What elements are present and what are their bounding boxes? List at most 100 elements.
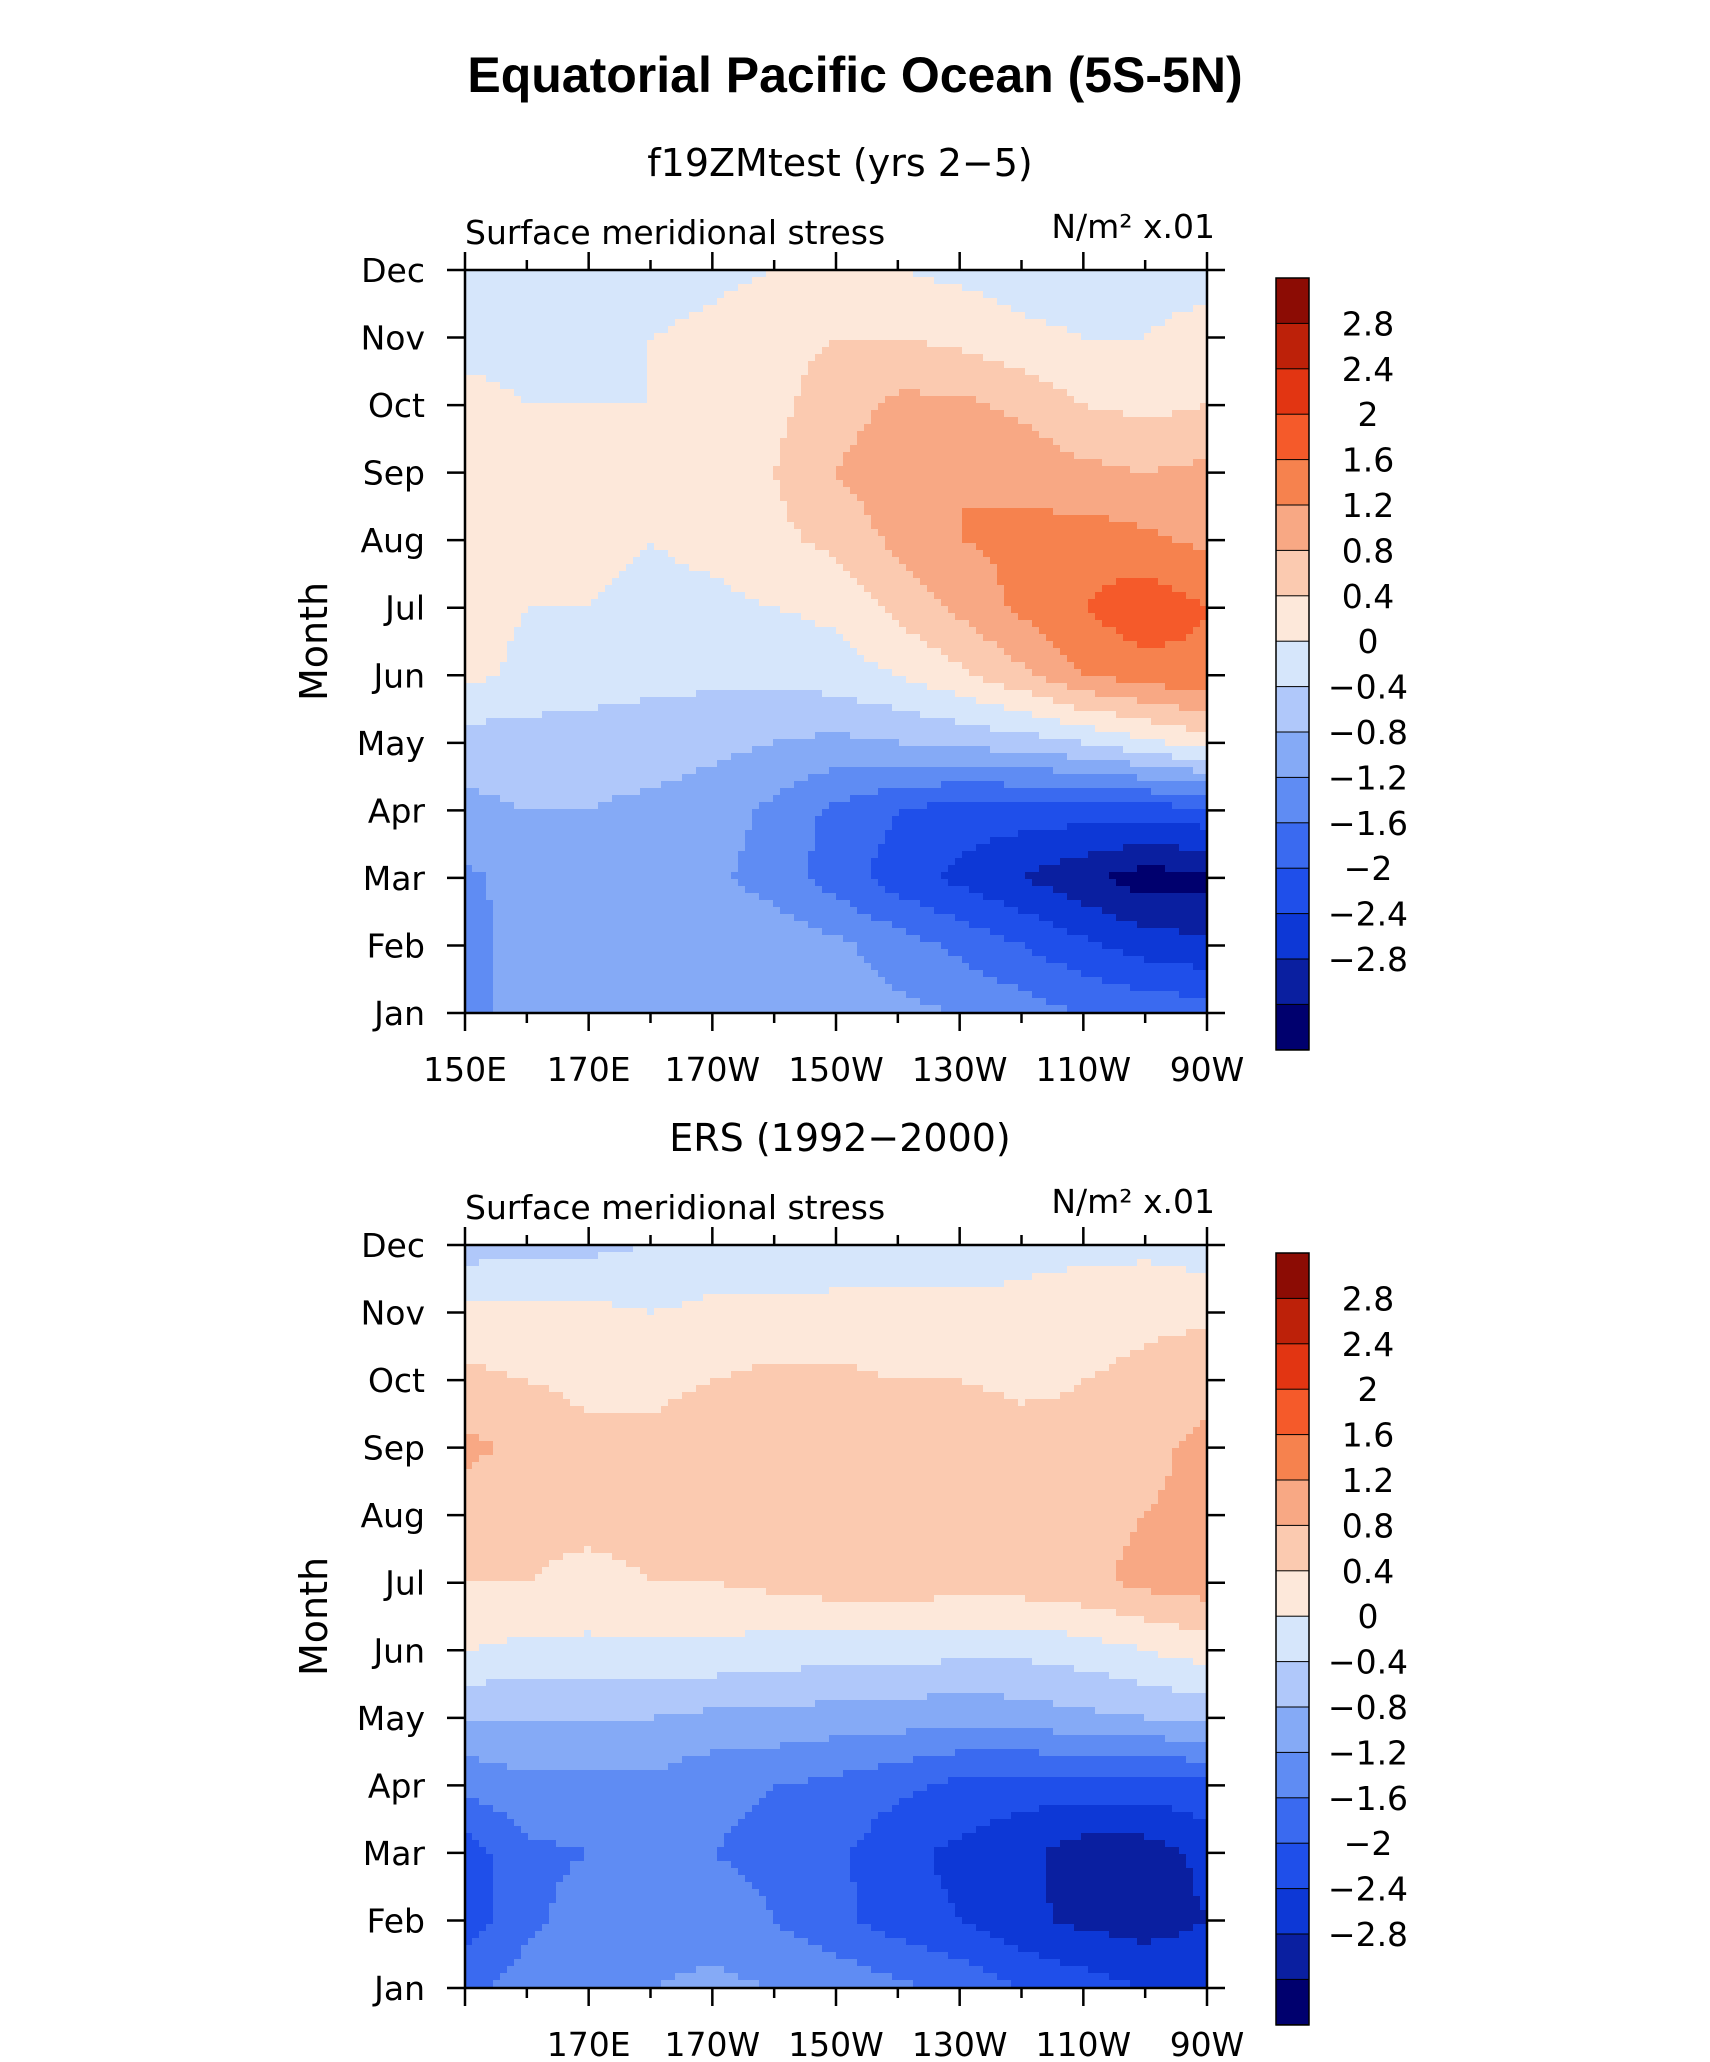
- contour-cell: [864, 592, 872, 600]
- contour-cell: [507, 326, 515, 334]
- contour-cell: [899, 298, 907, 306]
- contour-cell: [493, 368, 501, 376]
- contour-cell: [857, 375, 865, 383]
- contour-cell: [682, 270, 690, 278]
- contour-cell: [556, 396, 564, 404]
- contour-cell: [1032, 592, 1040, 600]
- contour-cell: [1046, 354, 1054, 362]
- contour-cell: [1046, 459, 1054, 467]
- contour-cell: [696, 452, 704, 460]
- contour-cell: [1081, 473, 1089, 481]
- contour-cell: [1081, 396, 1089, 404]
- contour-cell: [1004, 550, 1012, 558]
- contour-cell: [871, 459, 879, 467]
- contour-cell: [514, 494, 522, 502]
- contour-cell: [773, 494, 781, 502]
- contour-cell: [1011, 375, 1019, 383]
- contour-cell: [1032, 522, 1040, 530]
- contour-cell: [479, 536, 487, 544]
- contour-cell: [1004, 291, 1012, 299]
- contour-cell: [570, 487, 578, 495]
- contour-cell: [612, 312, 620, 320]
- contour-cell: [647, 522, 655, 530]
- contour-cell: [927, 431, 935, 439]
- contour-cell: [584, 592, 592, 600]
- contour-cell: [745, 529, 753, 537]
- contour-cell: [1158, 550, 1166, 558]
- contour-cell: [773, 270, 781, 278]
- contour-cell: [689, 333, 697, 341]
- contour-cell: [703, 543, 711, 551]
- contour-cell: [1032, 585, 1040, 593]
- contour-cell: [1151, 452, 1159, 460]
- contour-cell: [1200, 578, 1208, 586]
- contour-cell: [801, 410, 809, 418]
- contour-cell: [598, 578, 606, 586]
- contour-cell: [1067, 452, 1075, 460]
- contour-cell: [479, 340, 487, 348]
- contour-cell: [633, 340, 641, 348]
- contour-cell: [1060, 592, 1068, 600]
- contour-cell: [528, 340, 536, 348]
- contour-cell: [878, 375, 886, 383]
- contour-cell: [584, 459, 592, 467]
- contour-cell: [752, 298, 760, 306]
- contour-cell: [703, 347, 711, 355]
- contour-cell: [1060, 522, 1068, 530]
- contour-cell: [815, 333, 823, 341]
- contour-cell: [1137, 515, 1145, 523]
- contour-cell: [1109, 361, 1117, 369]
- contour-cell: [1144, 319, 1152, 327]
- contour-cell: [885, 333, 893, 341]
- contour-cell: [934, 501, 942, 509]
- contour-cell: [1144, 578, 1152, 586]
- contour-cell: [584, 389, 592, 397]
- contour-cell: [857, 291, 865, 299]
- contour-cell: [591, 487, 599, 495]
- contour-cell: [759, 438, 767, 446]
- contour-cell: [710, 445, 718, 453]
- contour-cell: [948, 417, 956, 425]
- contour-cell: [815, 543, 823, 551]
- contour-cell: [927, 333, 935, 341]
- contour-cell: [913, 305, 921, 313]
- contour-cell: [822, 536, 830, 544]
- contour-cell: [591, 452, 599, 460]
- contour-cell: [1200, 585, 1208, 593]
- contour-cell: [759, 431, 767, 439]
- contour-cell: [1060, 277, 1068, 285]
- contour-cell: [1032, 501, 1040, 509]
- contour-cell: [612, 319, 620, 327]
- contour-cell: [829, 592, 837, 600]
- contour-cell: [675, 326, 683, 334]
- contour-cell: [1018, 417, 1026, 425]
- contour-cell: [822, 501, 830, 509]
- contour-cell: [465, 522, 473, 530]
- contour-cell: [808, 396, 816, 404]
- contour-cell: [738, 431, 746, 439]
- contour-cell: [997, 452, 1005, 460]
- contour-cell: [1116, 396, 1124, 404]
- contour-cell: [1011, 459, 1019, 467]
- contour-cell: [647, 473, 655, 481]
- contour-cell: [514, 529, 522, 537]
- contour-cell: [493, 312, 501, 320]
- contour-cell: [731, 284, 739, 292]
- contour-cell: [815, 270, 823, 278]
- contour-cell: [514, 515, 522, 523]
- contour-cell: [584, 487, 592, 495]
- contour-cell: [752, 501, 760, 509]
- contour-cell: [577, 319, 585, 327]
- contour-cell: [766, 403, 774, 411]
- contour-cell: [528, 578, 536, 586]
- contour-cell: [1165, 473, 1173, 481]
- contour-cell: [1018, 396, 1026, 404]
- contour-cell: [934, 459, 942, 467]
- contour-cell: [759, 522, 767, 530]
- contour-cell: [934, 494, 942, 502]
- contour-cell: [703, 578, 711, 586]
- contour-cell: [1109, 284, 1117, 292]
- contour-cell: [717, 375, 725, 383]
- contour-cell: [1095, 298, 1103, 306]
- contour-cell: [1179, 501, 1187, 509]
